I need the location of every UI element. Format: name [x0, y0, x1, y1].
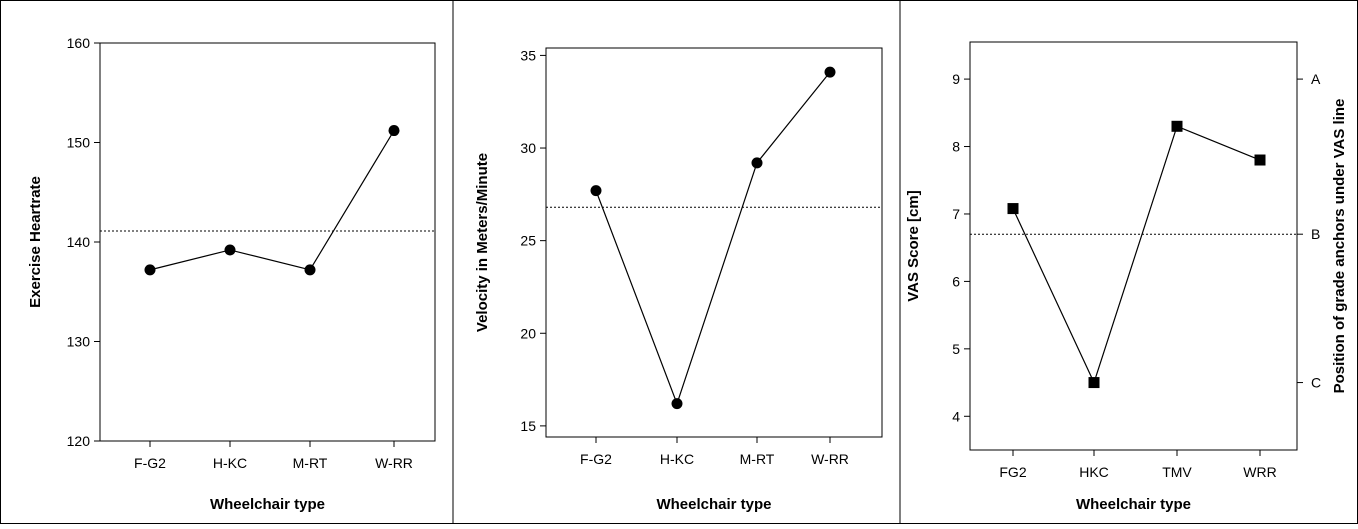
x-tick-label: H-KC [213, 455, 247, 471]
x-axis-title: Wheelchair type [1076, 496, 1191, 513]
y2-tick-label: B [1311, 226, 1320, 242]
x-tick-label: F-G2 [580, 451, 612, 467]
plots-group: 120 130 140 150 160 F-G2 H-KC M-RT W-RR Wheelchai… [27, 35, 1348, 513]
x-tick-label: W-RR [811, 451, 849, 467]
chart-panel-3: 4 5 6 7 8 9 A B C FG2 HKC TMV WRR Wheelchair type VAS … [905, 41, 1348, 513]
series-line [595, 71, 831, 406]
y-tick-label: 30 [520, 140, 536, 156]
x-axis-title: Wheelchair type [656, 496, 771, 513]
x-axis-title: Wheelchair type [210, 496, 325, 513]
y-tick-label: 120 [67, 433, 91, 449]
data-point [144, 264, 156, 276]
y-tick-label: 20 [520, 325, 536, 341]
y2-tick-label: A [1311, 71, 1321, 87]
data-point [1088, 377, 1100, 389]
x-tick-label: WRR [1243, 464, 1276, 480]
x-tick-label: H-KC [660, 451, 694, 467]
plot-area-frame [545, 47, 883, 438]
y2-tick-label: C [1311, 375, 1321, 391]
y-axis-title: Velocity in Meters/Minute [474, 153, 491, 332]
chart-panel-1: 120 130 140 150 160 F-G2 H-KC M-RT W-RR Wheelchai… [27, 35, 436, 513]
y-tick-label: 15 [520, 418, 536, 434]
plot-area-frame [99, 42, 436, 442]
x-tick-label: W-RR [375, 455, 413, 471]
x-tick-label: F-G2 [134, 455, 166, 471]
y-tick-label: 140 [67, 234, 91, 250]
chart-panel-2: 15 20 25 30 35 F-G2 H-KC M-RT W-RR Wheelchair typ… [474, 47, 883, 513]
x-tick-label: HKC [1079, 464, 1109, 480]
y-tick-label: 7 [952, 206, 960, 222]
series-line [1012, 125, 1261, 385]
data-point [671, 398, 683, 410]
y-tick-label: 5 [952, 341, 960, 357]
y2-axis-title: Position of grade anchors under VAS line [1331, 99, 1348, 394]
data-point [224, 244, 236, 256]
y-tick-label: 35 [520, 47, 536, 63]
data-point [1171, 120, 1183, 132]
data-point [590, 185, 602, 197]
y-tick-label: 4 [952, 408, 960, 424]
data-point [751, 157, 763, 169]
y-tick-label: 8 [952, 139, 960, 155]
x-tick-label: FG2 [999, 464, 1026, 480]
plot-area-frame [969, 41, 1298, 451]
y-tick-label: 130 [67, 334, 91, 350]
y-tick-label: 150 [67, 135, 91, 151]
data-point [388, 125, 400, 137]
series-line [149, 130, 395, 271]
y-axis-title: Exercise Heartrate [27, 176, 44, 308]
y-tick-label: 6 [952, 273, 960, 289]
data-point [824, 66, 836, 78]
y-tick-label: 25 [520, 233, 536, 249]
data-point [1254, 154, 1266, 166]
data-point [304, 264, 316, 276]
y-tick-label: 9 [952, 71, 960, 87]
x-tick-label: M-RT [293, 455, 328, 471]
data-point [1007, 203, 1019, 215]
x-tick-label: TMV [1162, 464, 1192, 480]
y-tick-label: 160 [67, 35, 91, 51]
y-axis-title: VAS Score [cm] [905, 190, 922, 301]
x-tick-label: M-RT [740, 451, 775, 467]
